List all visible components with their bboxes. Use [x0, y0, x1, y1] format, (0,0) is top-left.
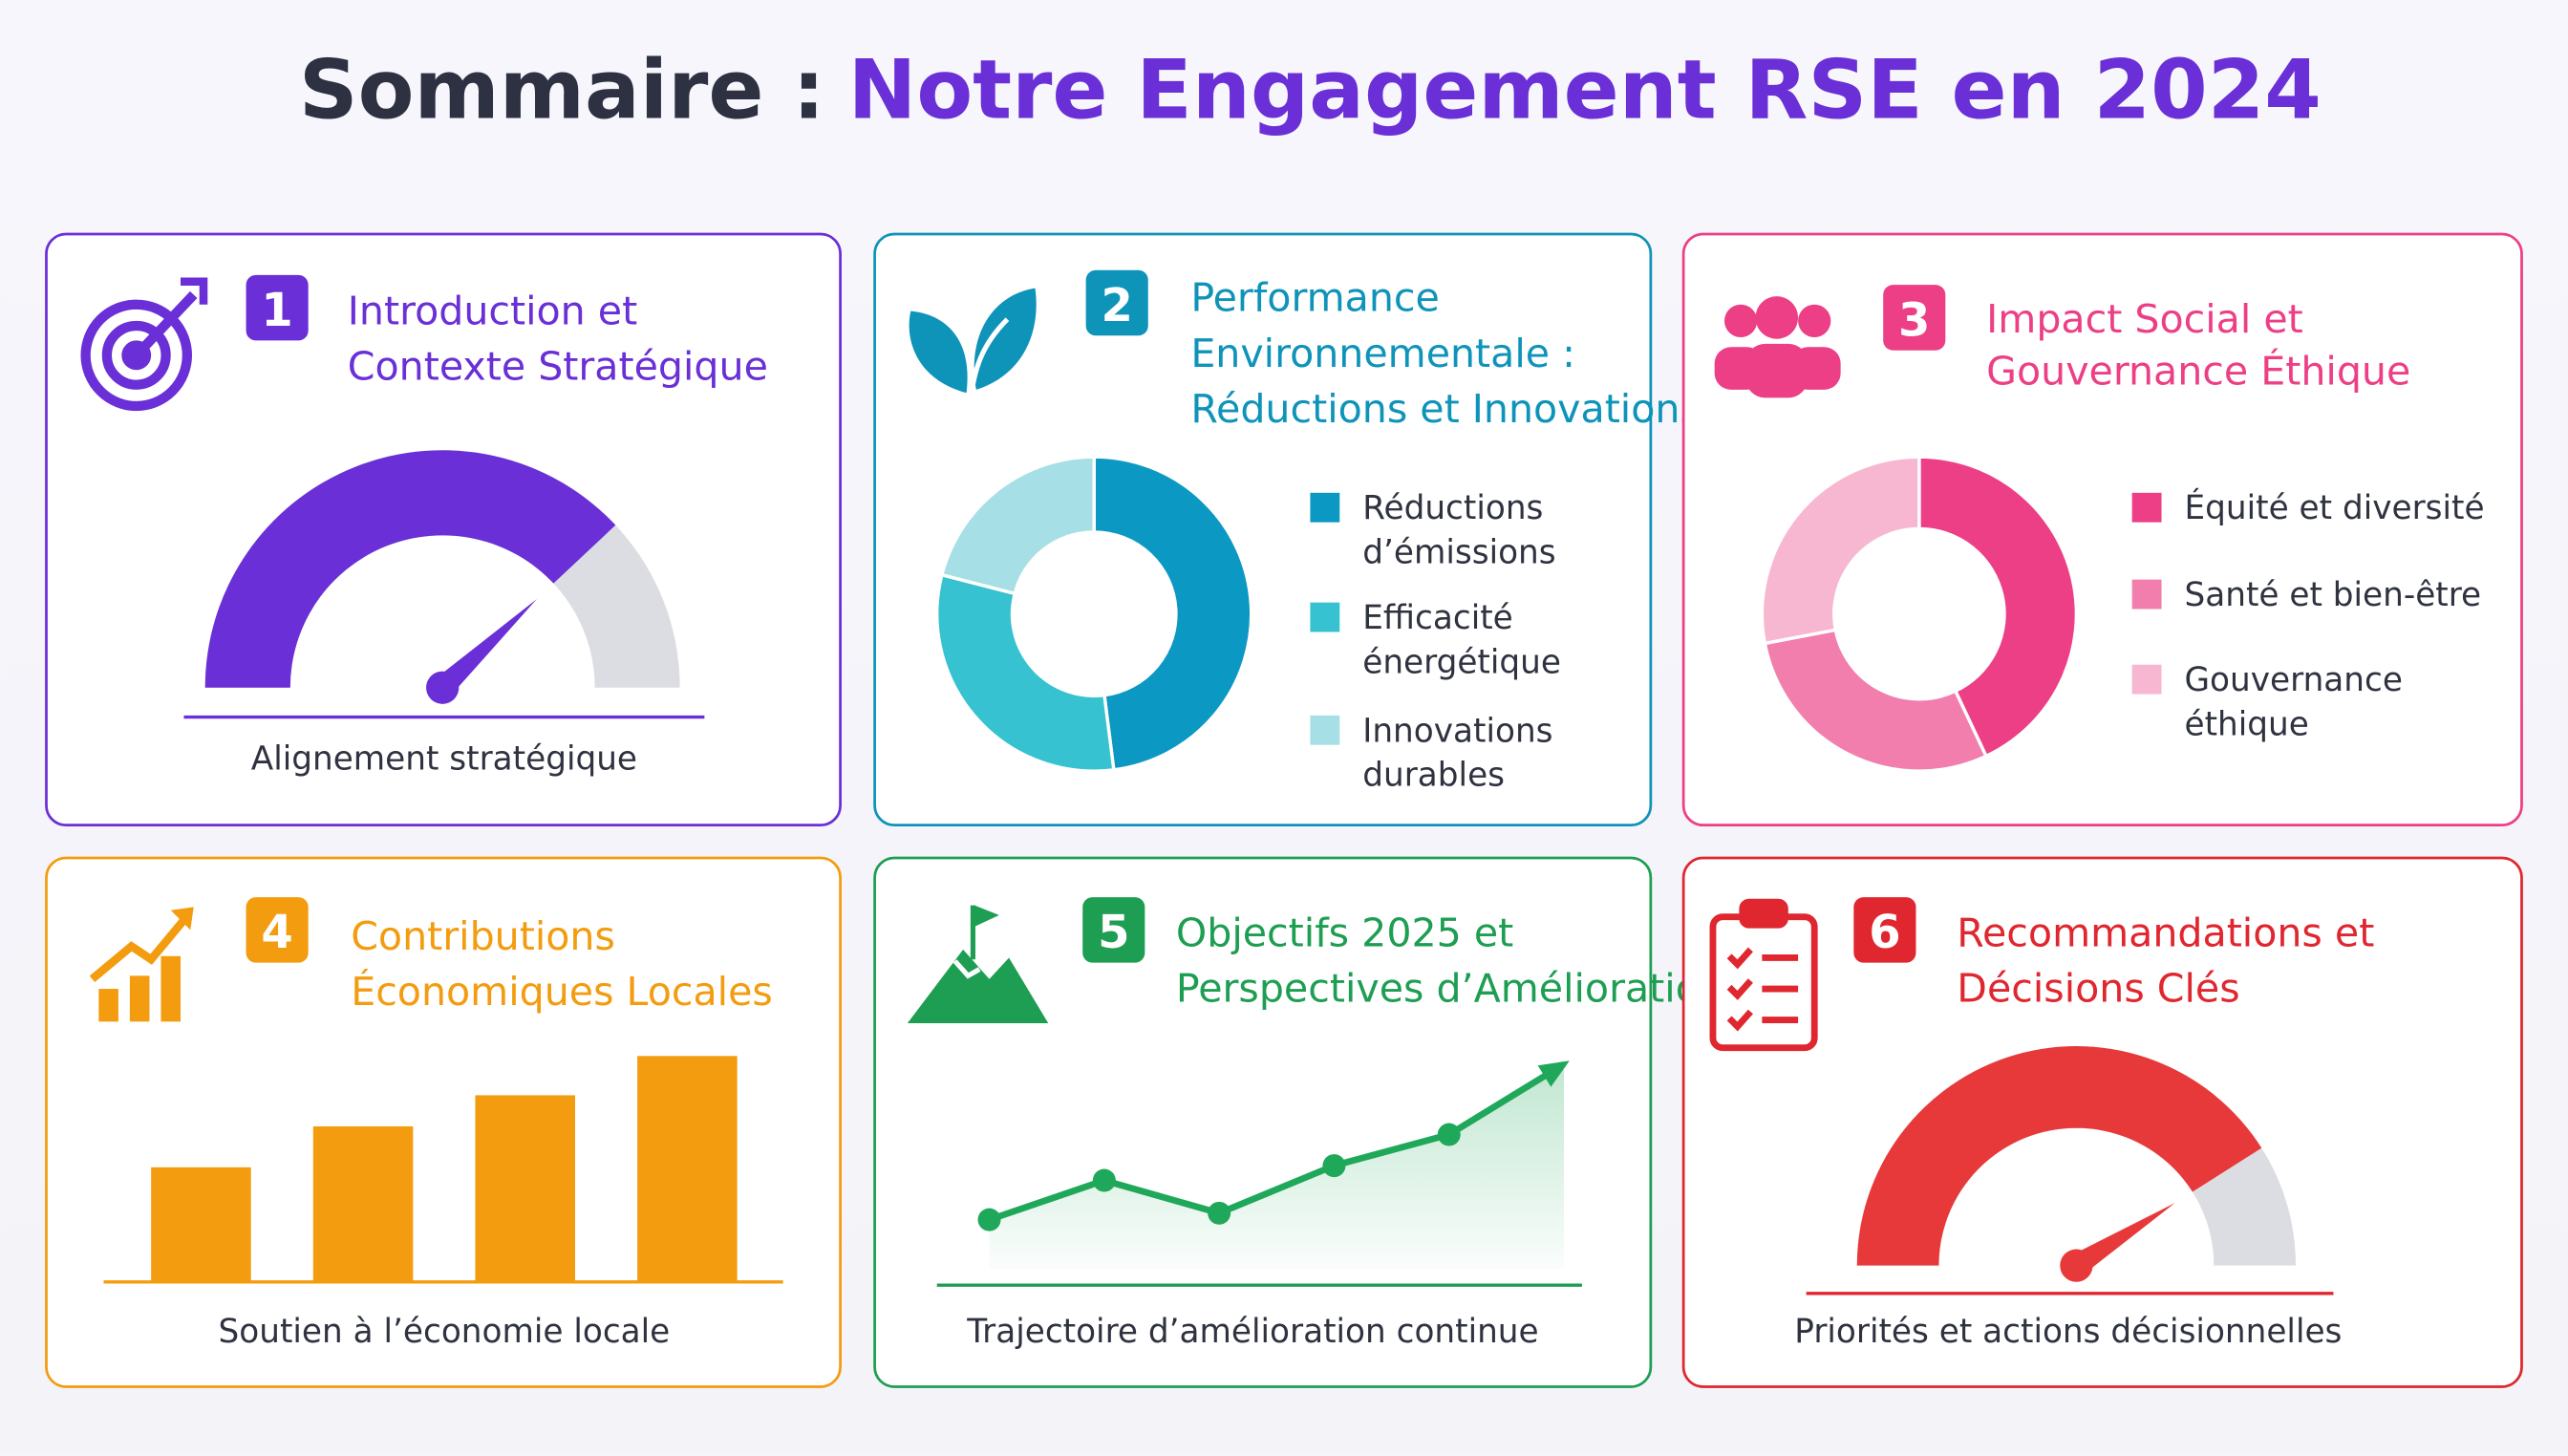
- title-highlight: Notre Engagement RSE en 2024: [848, 42, 2322, 138]
- section-title: Décisions Clés: [1957, 966, 2239, 1012]
- section-number: 1: [261, 284, 292, 337]
- section-title: Objectifs 2025 et: [1176, 910, 1513, 955]
- arrow-head: [1537, 1060, 1570, 1087]
- section-title: Gouvernance Éthique: [1986, 349, 2410, 395]
- legend-label: éthique: [2185, 705, 2309, 743]
- donut-segment: [1917, 455, 2079, 759]
- title-prefix: Sommaire :: [299, 42, 825, 138]
- legend-swatch: [1310, 492, 1340, 523]
- section-card: [1681, 232, 2523, 827]
- section-number: 6: [1869, 906, 1900, 959]
- section-title: Contexte Stratégique: [348, 344, 768, 390]
- number-badge: [246, 897, 309, 963]
- section-title: Introduction et: [348, 288, 637, 333]
- chart-caption: Alignement stratégique: [251, 739, 637, 778]
- donut-segment: [1092, 455, 1253, 772]
- section-title: Économiques Locales: [351, 969, 773, 1015]
- target-icon: [80, 277, 208, 412]
- bar: [475, 1095, 575, 1282]
- line-point: [1092, 1168, 1116, 1192]
- number-badge: [1082, 897, 1145, 963]
- legend-label: Gouvernance: [2185, 661, 2403, 699]
- donut-segment: [935, 572, 1116, 773]
- line-point: [977, 1208, 1001, 1231]
- section-number: 5: [1098, 906, 1129, 959]
- legend-label: Innovations: [1362, 712, 1552, 750]
- number-badge: [1853, 897, 1916, 963]
- section-title: Réductions et Innovations: [1190, 386, 1701, 432]
- line-point: [1208, 1201, 1231, 1225]
- donut-segment: [1760, 455, 1921, 646]
- donut-segment: [939, 455, 1096, 596]
- gauge-needle: [2069, 1203, 2175, 1275]
- growth-icon: [89, 907, 194, 1022]
- section-card: [873, 232, 1653, 827]
- clipboard-icon: [1709, 898, 1818, 1052]
- mountain-icon: [907, 905, 1049, 1024]
- leaf-icon: [909, 288, 1037, 410]
- bar: [312, 1125, 414, 1282]
- chart-caption: Priorités et actions décisionnelles: [1794, 1313, 2342, 1351]
- line: [988, 1060, 1566, 1223]
- chart-caption: Trajectoire d’amélioration continue: [966, 1313, 1538, 1351]
- legend-swatch: [1310, 715, 1340, 745]
- number-badge: [1085, 269, 1148, 336]
- legend-swatch: [2131, 579, 2162, 610]
- legend-swatch: [2131, 664, 2162, 695]
- needle-hub: [2060, 1249, 2093, 1282]
- gauge-value: [1856, 1046, 2262, 1266]
- bar: [151, 1167, 251, 1282]
- people-icon: [1714, 296, 1841, 398]
- chart-caption: Soutien à l’économie locale: [219, 1313, 671, 1351]
- section-title: Perspectives d’Amélioration: [1176, 966, 1724, 1012]
- legend-label: Équité et diversité: [2185, 488, 2485, 527]
- line-point: [1437, 1123, 1461, 1146]
- section-title: Environnementale :: [1190, 331, 1575, 376]
- section-number: 4: [261, 906, 292, 959]
- cards: 1 Introduction et Contexte Stratégique Alig…: [45, 232, 2523, 1388]
- page-title: Sommaire : Notre Engagement RSE en 2024: [299, 42, 2322, 138]
- section-title: Impact Social et: [1986, 296, 2303, 342]
- donut-segment: [1763, 628, 1989, 773]
- gauge-value: [204, 450, 616, 688]
- bar: [637, 1056, 738, 1282]
- section-number: 2: [1102, 279, 1133, 332]
- legend-label: Efficacité: [1362, 599, 1513, 637]
- needle-hub: [426, 671, 460, 704]
- section-number: 3: [1898, 293, 1930, 347]
- gauge-needle: [434, 598, 537, 696]
- section-title: Contributions: [351, 913, 615, 959]
- legend-label: Santé et bien-être: [2185, 576, 2482, 614]
- number-badge: [246, 274, 309, 341]
- legend-label: d’émissions: [1362, 533, 1555, 571]
- number-badge: [1883, 285, 1946, 351]
- legend-label: énergétique: [1362, 643, 1561, 681]
- legend-label: Réductions: [1362, 489, 1543, 527]
- section-title: Performance: [1190, 275, 1440, 321]
- legend-label: durables: [1362, 757, 1505, 795]
- section-title: Recommandations et: [1957, 910, 2374, 955]
- legend-swatch: [2131, 492, 2162, 523]
- line-area: [989, 1063, 1565, 1270]
- line-point: [1322, 1154, 1346, 1178]
- legend-swatch: [1310, 602, 1340, 632]
